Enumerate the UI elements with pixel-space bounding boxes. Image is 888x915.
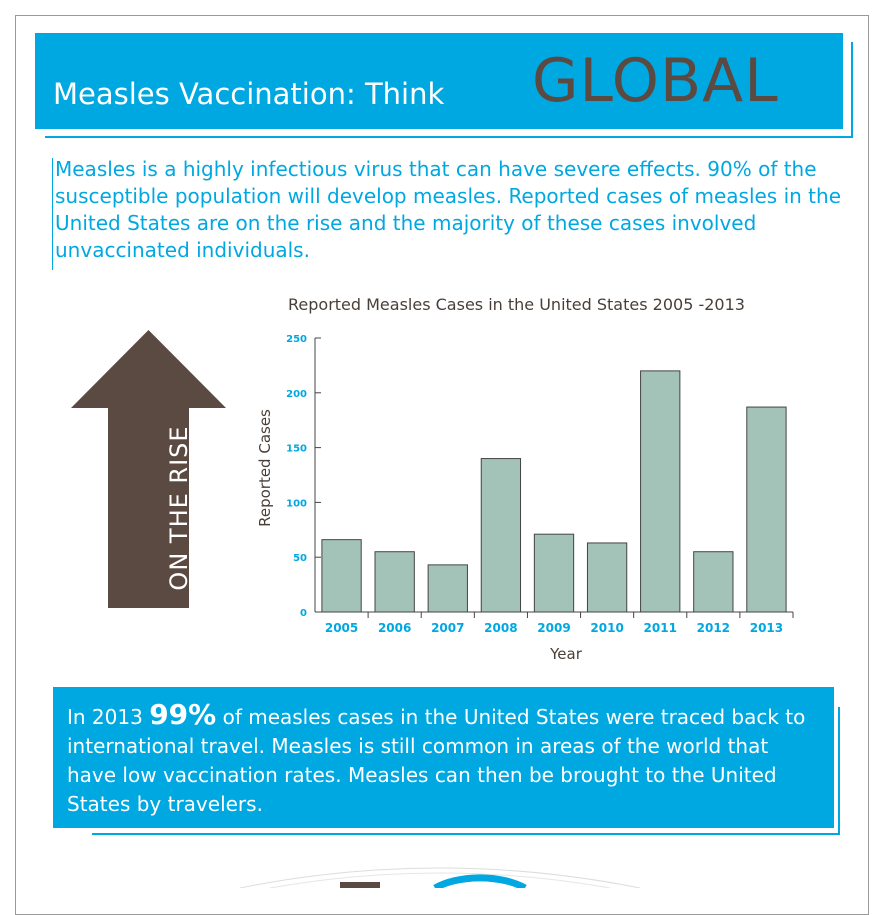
- x-tick-label: 2012: [697, 621, 730, 635]
- chart-title: Reported Measles Cases in the United Sta…: [288, 295, 745, 314]
- intro-divider: [52, 158, 53, 270]
- title-banner: Measles Vaccination: Think GLOBAL: [35, 33, 843, 129]
- bar-2012: [693, 551, 734, 613]
- y-tick-label: 200: [286, 389, 307, 400]
- y-tick-label: 50: [293, 553, 307, 564]
- arrow-label: ON THE RISE: [165, 425, 193, 591]
- bar-2010: [586, 542, 628, 613]
- x-tick-label: 2011: [644, 621, 677, 635]
- globe-ring-icon: [433, 874, 527, 888]
- x-tick-label: 2005: [325, 621, 358, 635]
- measles-cases-chart: Reported Measles Cases in the United Sta…: [256, 295, 794, 663]
- y-tick-label: 150: [286, 444, 307, 455]
- bar-2007: [427, 564, 468, 613]
- bar-2011: [640, 370, 681, 613]
- title-prefix: Measles Vaccination: Think: [53, 77, 445, 111]
- travel-info-box: In 2013 99% of measles cases in the Unit…: [53, 687, 834, 828]
- info-box-shadow: [92, 707, 840, 835]
- globe-block-decoration: [340, 882, 380, 888]
- x-tick-label: 2006: [378, 621, 411, 635]
- x-tick-label: 2010: [590, 621, 623, 635]
- y-tick-label: 100: [286, 498, 307, 509]
- y-axis-label: Reported Cases: [256, 409, 274, 527]
- globe-grid-decoration: [239, 867, 641, 888]
- y-tick-label: 0: [300, 608, 307, 619]
- x-tick-label: 2009: [537, 621, 570, 635]
- y-tick-label: 250: [286, 334, 307, 345]
- title-emphasis: GLOBAL: [532, 46, 779, 116]
- x-tick-label: 2008: [484, 621, 517, 635]
- x-tick-label: 2013: [750, 621, 783, 635]
- bar-2005: [321, 539, 362, 613]
- bar-2008: [480, 458, 522, 613]
- x-tick-label: 2007: [431, 621, 464, 635]
- bar-2006: [374, 551, 415, 613]
- info-stat: 99%: [149, 698, 217, 731]
- bar-2013: [746, 406, 787, 613]
- up-arrow-icon: [71, 330, 226, 608]
- info-prefix: In 2013: [67, 705, 150, 729]
- title-banner-shadow: [45, 42, 853, 138]
- arrow-shape: [71, 330, 226, 608]
- x-axis-label: Year: [549, 645, 583, 663]
- bar-2009: [533, 533, 575, 613]
- globe-grid-decoration-2: [269, 872, 611, 888]
- info-text: of measles cases in the United States we…: [67, 705, 806, 816]
- intro-paragraph: Measles is a highly infectious virus tha…: [55, 157, 841, 262]
- globe-decoration-icon: [239, 867, 641, 888]
